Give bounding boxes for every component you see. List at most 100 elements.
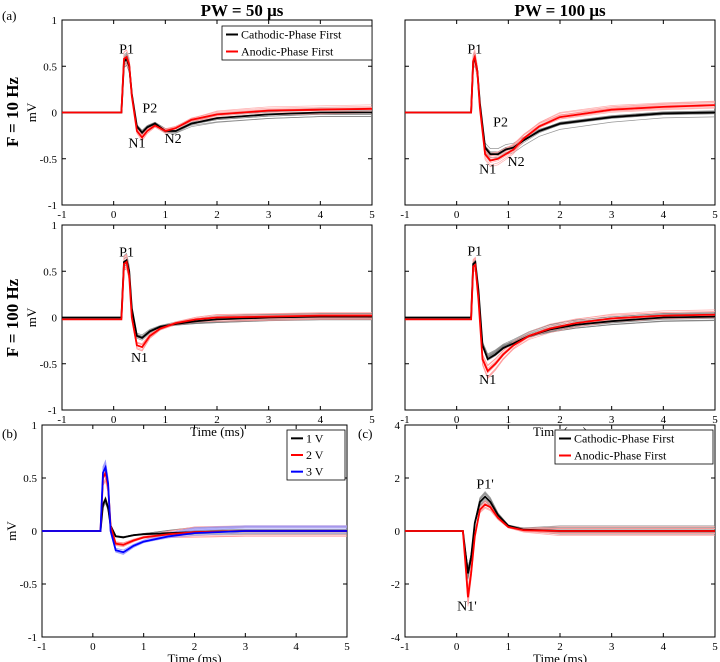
trace-cathodic-phase-first xyxy=(405,498,715,571)
plot-area xyxy=(405,48,715,168)
trace-anodic-phase-first xyxy=(405,502,715,602)
trace-cathodic-phase-first xyxy=(62,264,372,337)
x-tick-label: -1 xyxy=(37,641,46,653)
trace-anodic-phase-first xyxy=(405,506,715,591)
trace-anodic-phase-first xyxy=(62,253,372,352)
trace-anodic-phase-first xyxy=(405,258,715,378)
peak-label-p2: P2 xyxy=(493,115,508,130)
y-tick-label: 0 xyxy=(395,526,401,538)
trace-anodic-phase-first xyxy=(62,63,372,135)
x-tick-label: 2 xyxy=(214,414,220,426)
trace-anodic-phase-first xyxy=(405,63,715,155)
trace-cathodic-phase-first xyxy=(405,259,715,362)
trace-3-v xyxy=(42,467,347,553)
trace-anodic-phase-first xyxy=(405,504,715,597)
panel-b: -1 0 1 2 3 4 5 1 0.5 0 -0.5 -1 Time (ms) mV 1 V 2 V 3 V xyxy=(4,420,350,662)
peak-label-n1: N1 xyxy=(479,373,496,388)
trace-anodic-phase-first xyxy=(62,63,372,135)
x-tick-label: 1 xyxy=(506,209,512,221)
x-tick-label: 2 xyxy=(192,641,198,653)
x-tick-label: 2 xyxy=(557,414,563,426)
x-tick-label: 4 xyxy=(661,641,667,653)
trace-cathodic-phase-first xyxy=(62,260,372,338)
peak-label-p1: P1' xyxy=(476,478,493,493)
y-axis-label: mV xyxy=(24,307,39,327)
y-tick-label: 1 xyxy=(52,220,58,232)
y-axis-label: mV xyxy=(24,102,39,122)
x-tick-label: 1 xyxy=(506,414,512,426)
legend-label: Anodic-Phase First xyxy=(574,449,667,463)
y-tick-label: 2 xyxy=(395,473,401,485)
x-axis-label: Time (ms) xyxy=(167,651,221,662)
plot-area xyxy=(405,256,715,380)
x-tick-label: 0 xyxy=(454,641,460,653)
x-tick-label: -1 xyxy=(57,414,66,426)
trace-anodic-phase-first xyxy=(62,266,372,346)
y-tick-label: 0 xyxy=(32,526,38,538)
x-tick-label: 5 xyxy=(712,209,718,221)
legend-label: 1 V xyxy=(306,431,324,445)
trace-cathodic-phase-first xyxy=(62,256,372,340)
y-tick-label: 1 xyxy=(52,15,58,27)
trace-anodic-phase-first xyxy=(62,49,372,142)
trace-cathodic-phase-first xyxy=(405,497,715,573)
trace-anodic-phase-first xyxy=(405,62,715,156)
y-axis-label: mV xyxy=(4,521,19,541)
trace-cathodic-phase-first xyxy=(62,262,372,338)
legend-box xyxy=(554,429,714,465)
trace-anodic-phase-first xyxy=(62,49,372,142)
trace-anodic-phase-first xyxy=(62,265,372,346)
trace-anodic-phase-first xyxy=(62,63,372,136)
legend-label: Cathodic-Phase First xyxy=(574,432,675,446)
trace-cathodic-phase-first xyxy=(405,266,715,356)
y-tick-label: 4 xyxy=(395,420,401,432)
trace-anodic-phase-first xyxy=(62,256,372,350)
legend-label: Cathodic-Phase First xyxy=(241,28,342,42)
peak-label-n2: N2 xyxy=(165,132,182,147)
trace-anodic-phase-first xyxy=(62,267,372,345)
x-tick-label: 1 xyxy=(141,641,147,653)
series-line-cathodic-phase-first xyxy=(62,57,372,135)
x-tick-label: 3 xyxy=(609,641,615,653)
trace-anodic-phase-first xyxy=(405,506,715,591)
x-tick-label: 1 xyxy=(163,209,169,221)
x-tick-label: 0 xyxy=(454,209,460,221)
peak-label-p1: P1 xyxy=(119,245,134,260)
row-header-f10: F = 10 Hz xyxy=(3,77,22,147)
trace-anodic-phase-first xyxy=(405,504,715,595)
peak-label-n1: N1' xyxy=(457,600,477,615)
y-tick-label: -4 xyxy=(391,632,401,644)
x-tick-label: 0 xyxy=(454,414,460,426)
trace-cathodic-phase-first xyxy=(62,60,372,133)
trace-anodic-phase-first xyxy=(62,266,372,345)
trace-cathodic-phase-first xyxy=(62,62,372,132)
legend-box xyxy=(221,25,373,61)
x-tick-label: 4 xyxy=(293,641,299,653)
trace-cathodic-phase-first xyxy=(405,267,715,356)
x-tick-label: 2 xyxy=(557,641,563,653)
panel-a1: -1 0 1 2 3 4 5 1 0.5 0 -0.5 -1 mV P1 P2 N1 N2 Cathodic-Ph… xyxy=(24,15,375,221)
trace-anodic-phase-first xyxy=(62,266,372,345)
trace-cathodic-phase-first xyxy=(62,64,372,131)
col-header-pw100: PW = 100 μs xyxy=(514,1,606,20)
panel-tag-c: (c) xyxy=(358,426,372,441)
legend: Cathodic-Phase First Anodic-Phase First xyxy=(221,25,373,61)
panel-tag-b: (b) xyxy=(2,426,17,441)
peak-label-p1: P1 xyxy=(467,245,482,260)
y-tick-label: -1 xyxy=(48,405,57,417)
row-header-f100: F = 100 Hz xyxy=(3,278,22,357)
x-tick-label: 4 xyxy=(661,414,667,426)
trace-anodic-phase-first xyxy=(62,61,372,136)
legend-label: 3 V xyxy=(306,465,324,479)
y-tick-label: -0.5 xyxy=(40,359,58,371)
peak-label-n2: N2 xyxy=(508,155,525,170)
x-tick-label: 1 xyxy=(506,641,512,653)
series-line-anodic-phase-first xyxy=(405,53,715,162)
series-line-3-v xyxy=(42,464,347,554)
y-tick-label: -0.5 xyxy=(40,154,58,166)
trace-3-v xyxy=(42,473,347,551)
x-tick-label: 1 xyxy=(163,414,169,426)
y-tick-label: 1 xyxy=(32,420,38,432)
